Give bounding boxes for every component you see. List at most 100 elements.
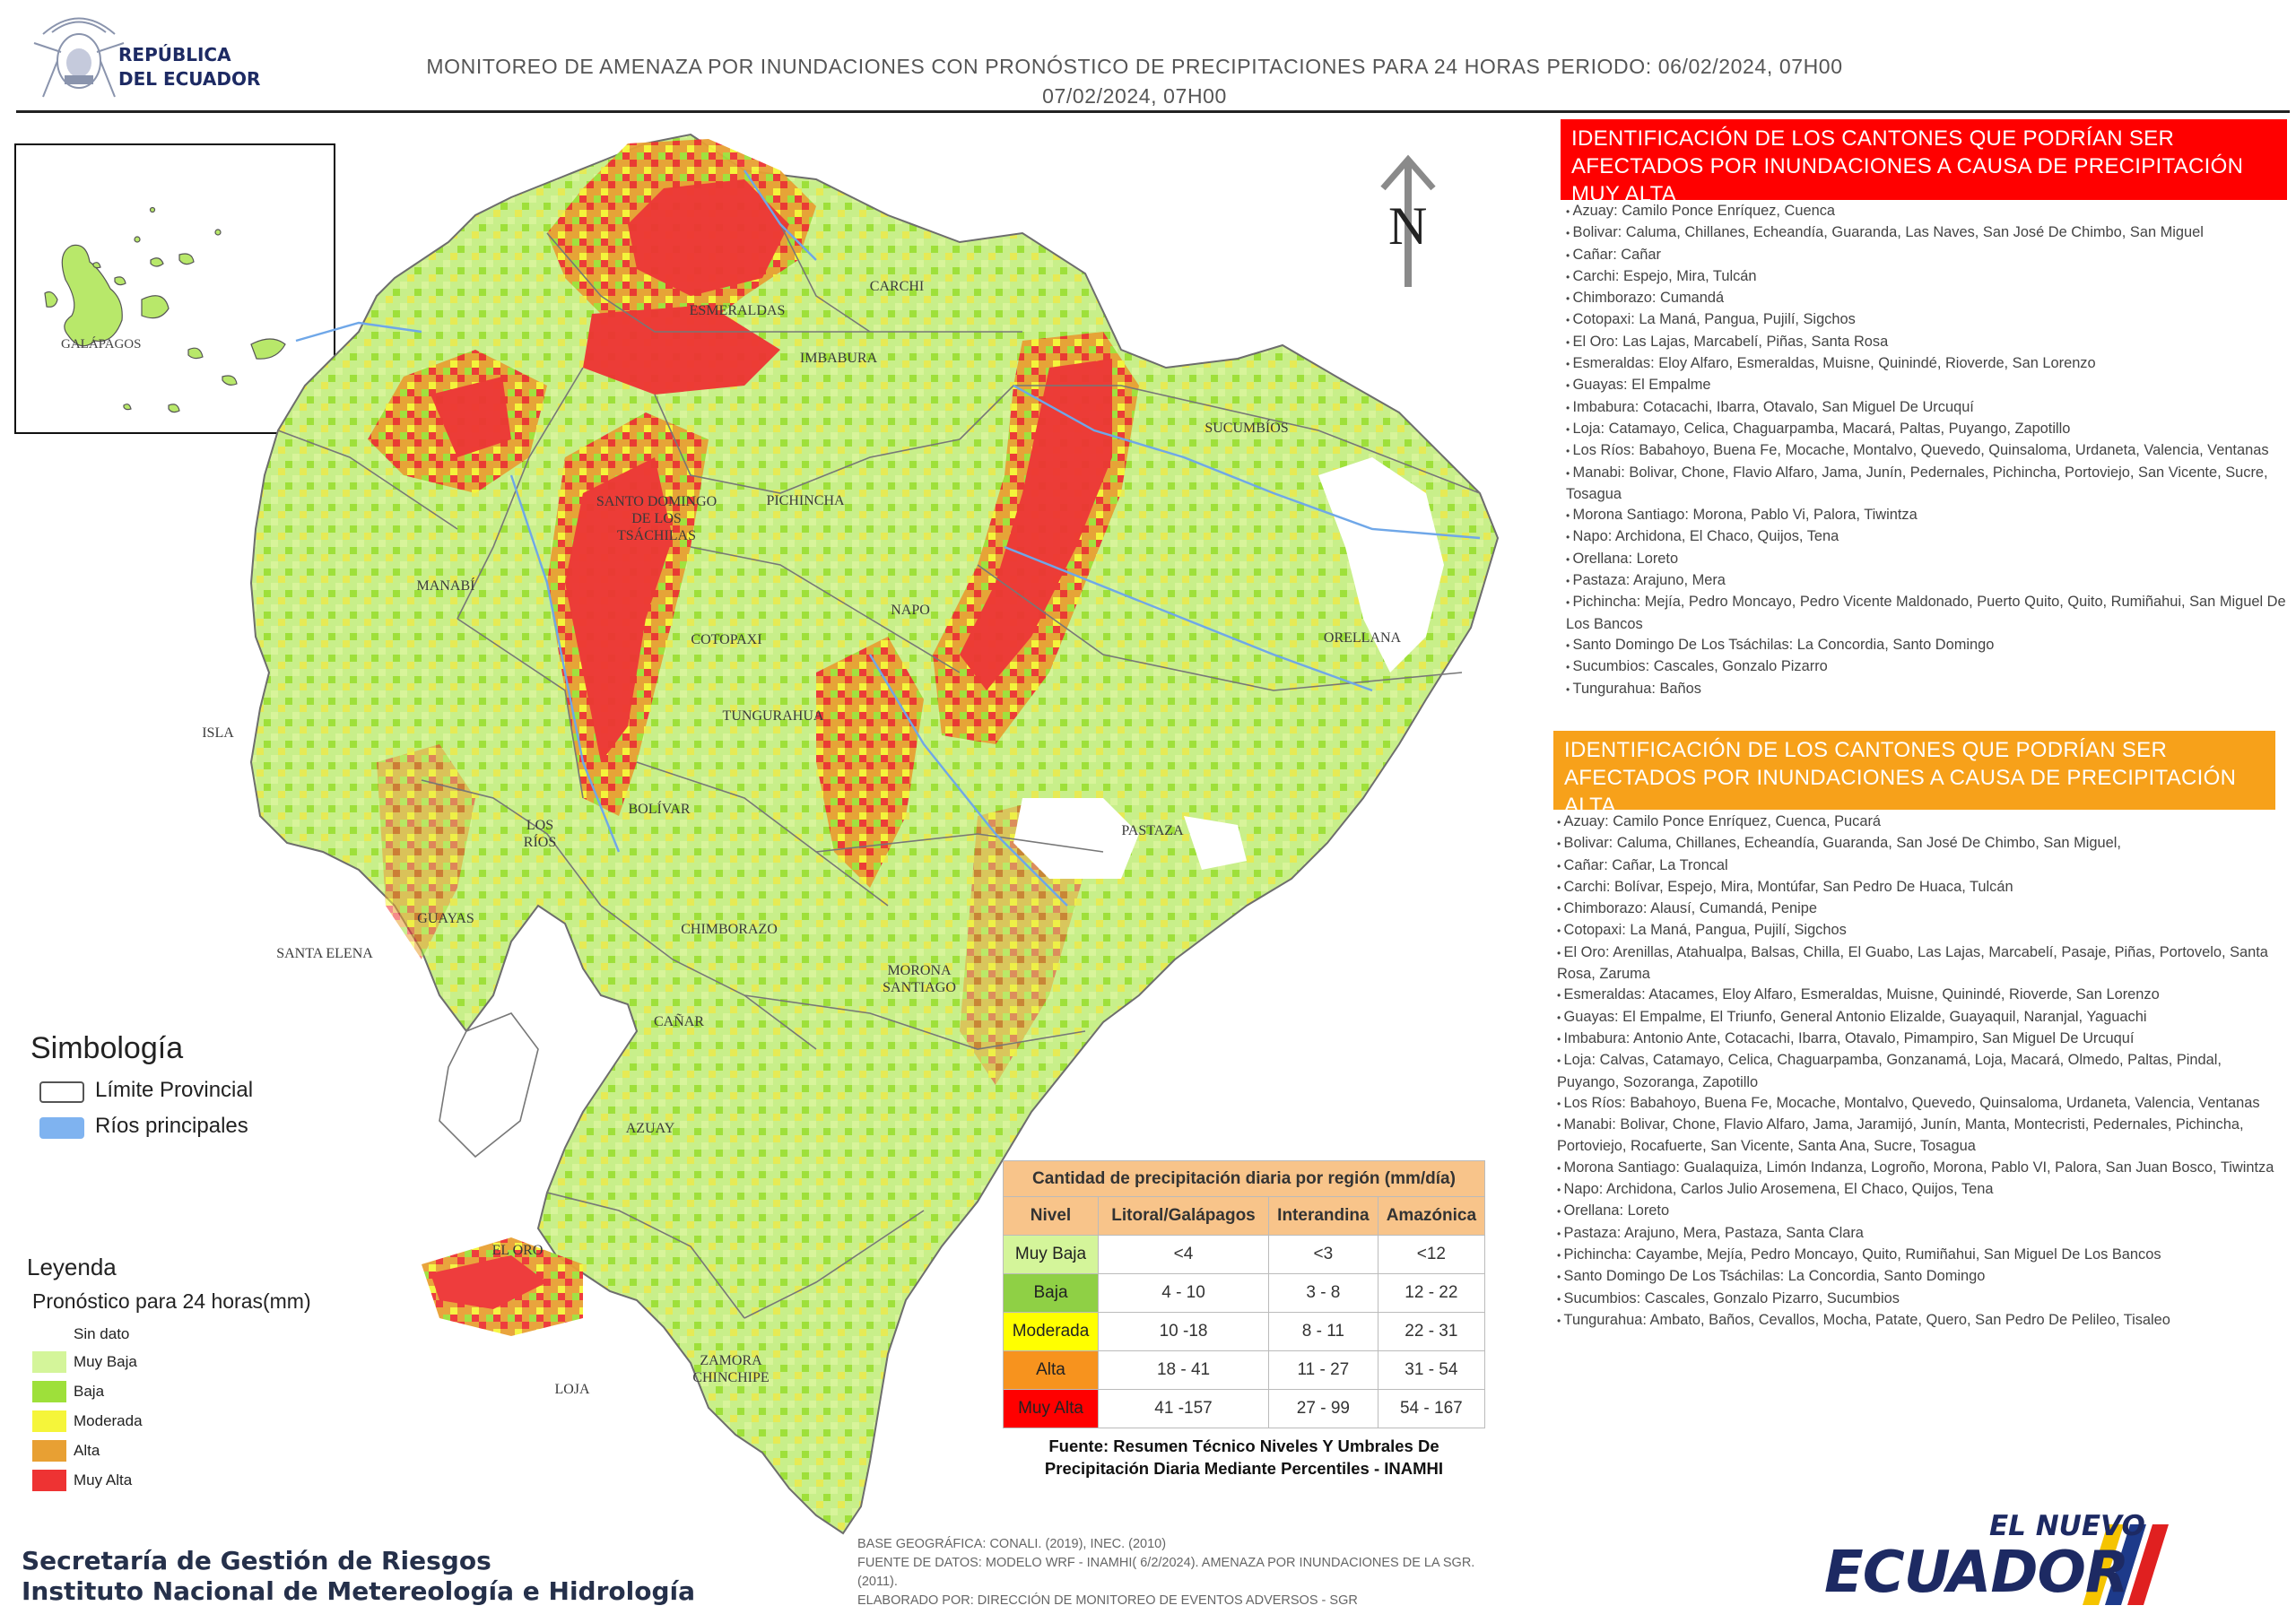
province-label-zamora: ZAMORA CHINCHIPE: [692, 1353, 770, 1385]
table-source-note: Fuente: Resumen Técnico Niveles Y Umbral…: [1044, 1436, 1444, 1478]
table-row: Baja 4 - 10 3 - 8 12 - 22: [1003, 1273, 1486, 1313]
list-item: Sucumbios: Cascales, Gonzalo Pizarro, Su…: [1557, 1289, 2283, 1310]
list-item: Napo: Archidona, El Chaco, Quijos, Tena: [1566, 526, 2292, 548]
north-arrow-icon: [1380, 154, 1436, 287]
brand-name: ECUADOR: [1824, 1540, 2129, 1606]
table-header: Nivel: [1003, 1196, 1099, 1236]
legend-label: Sin dato: [74, 1325, 130, 1342]
alta-cantons-list: Azuay: Camilo Ponce Enríquez, Cuenca, Pu…: [1557, 812, 2283, 1332]
table-cell: 54 - 167: [1377, 1389, 1486, 1428]
list-item: Pastaza: Arajuno, Mera, Pastaza, Santa C…: [1557, 1223, 2283, 1245]
list-item: Orellana: Loreto: [1566, 549, 2292, 570]
list-item: Cotopaxi: La Maná, Pangua, Pujilí, Sigch…: [1557, 920, 2283, 942]
table-cell: <3: [1268, 1235, 1378, 1274]
legend-subtitle: Pronóstico para 24 horas(mm): [32, 1289, 311, 1313]
table-row: Muy Baja <4 <3 <12: [1003, 1235, 1486, 1274]
principal-rivers: [295, 169, 1481, 907]
province-label-tungurahua: TUNGURAHUA: [722, 708, 824, 724]
list-item: Pastaza: Arajuno, Mera: [1566, 570, 2292, 592]
table-cell: 27 - 99: [1268, 1389, 1378, 1428]
province-label-sucumbios: SUCUMBÍOS: [1205, 421, 1289, 436]
table-row: Muy Alta 41 -157 27 - 99 54 - 167: [1003, 1389, 1486, 1428]
province-label-loja: LOJA: [554, 1382, 590, 1397]
gulf-of-guayaquil: [439, 1012, 539, 1159]
level-cell: Alta: [1003, 1350, 1099, 1390]
table-cell: 22 - 31: [1377, 1312, 1486, 1351]
level-cell: Moderada: [1003, 1312, 1099, 1351]
sin-dato-zones: [1013, 457, 1444, 879]
level-cell: Muy Alta: [1003, 1389, 1099, 1428]
footer-sources: BASE GEOGRÁFICA: CONALI. (2019), INEC. (…: [857, 1537, 1475, 1608]
river-swatch: [39, 1117, 84, 1139]
list-item: Sucumbios: Cascales, Gonzalo Pizarro: [1566, 656, 2292, 678]
table-cell: 31 - 54: [1377, 1350, 1486, 1390]
legend-swatch: [32, 1440, 66, 1462]
logo-text: REPÚBLICA DEL ECUADOR: [118, 44, 261, 90]
ecuador-precipitation-map: [249, 133, 1500, 1535]
footer-organizations: Secretaría de Gestión de Riesgos Institu…: [22, 1546, 696, 1606]
list-item: Morona Santiago: Morona, Pablo Vi, Palor…: [1566, 505, 2292, 526]
list-item: Pichincha: Mejía, Pedro Moncayo, Pedro V…: [1566, 592, 2292, 635]
list-item: Cañar: Cañar, La Troncal: [1557, 855, 2283, 877]
list-item: Loja: Catamayo, Celica, Chaguarpamba, Ma…: [1566, 419, 2292, 440]
list-item: Chimborazo: Cumandá: [1566, 288, 2292, 309]
province-label-isla: ISLA: [202, 725, 234, 741]
province-label-el-oro: EL ORO: [491, 1243, 544, 1258]
legend-title: Leyenda: [27, 1254, 117, 1280]
list-item: Santo Domingo De Los Tsáchilas: La Conco…: [1566, 635, 2292, 656]
table-header: Interandina: [1268, 1196, 1378, 1236]
legend-swatch: [32, 1470, 66, 1491]
list-item: Loja: Calvas, Catamayo, Celica, Chaguarp…: [1557, 1050, 2283, 1093]
symbology-label: Ríos principales: [95, 1114, 248, 1138]
alta-cantons-title: IDENTIFICACIÓN DE LOS CANTONES QUE PODRÍ…: [1553, 731, 2275, 818]
list-item: Tungurahua: Ambato, Baños, Cevallos, Moc…: [1557, 1310, 2283, 1332]
el-nuevo-ecuador-logo: [2083, 1524, 2169, 1605]
level-cell: Muy Baja: [1003, 1235, 1099, 1274]
province-label-napo: NAPO: [891, 603, 930, 618]
province-label-los-rios: LOS RÍOS: [523, 818, 557, 850]
list-item: Orellana: Loreto: [1557, 1201, 2283, 1222]
list-item: Esmeraldas: Eloy Alfaro, Esmeraldas, Mui…: [1566, 353, 2292, 375]
legend-label: Baja: [74, 1383, 105, 1400]
muy-alta-cantons-list: Azuay: Camilo Ponce Enríquez, Cuenca Bol…: [1566, 201, 2292, 700]
table-row: Moderada 10 -18 8 - 11 22 - 31: [1003, 1312, 1486, 1351]
list-item: Esmeraldas: Atacames, Eloy Alfaro, Esmer…: [1557, 985, 2283, 1006]
list-item: Napo: Archidona, Carlos Julio Arosemena,…: [1557, 1179, 2283, 1201]
table-row: Alta 18 - 41 11 - 27 31 - 54: [1003, 1350, 1486, 1390]
list-item: Pichincha: Cayambe, Mejía, Pedro Moncayo…: [1557, 1245, 2283, 1266]
list-item: Guayas: El Empalme, El Triunfo, General …: [1557, 1007, 2283, 1028]
list-item: Carchi: Espejo, Mira, Tulcán: [1566, 266, 2292, 288]
list-item: Cotopaxi: La Maná, Pangua, Pujilí, Sigch…: [1566, 309, 2292, 331]
north-label: N: [1388, 196, 1428, 256]
list-item: Cañar: Cañar: [1566, 245, 2292, 266]
table-cell: 8 - 11: [1268, 1312, 1378, 1351]
province-label-canar: CAÑAR: [653, 1014, 705, 1029]
table-cell: 18 - 41: [1097, 1350, 1270, 1390]
list-item: Los Ríos: Babahoyo, Buena Fe, Mocache, M…: [1557, 1093, 2283, 1115]
boundary-swatch: [39, 1081, 84, 1103]
list-item: Santo Domingo De Los Tsáchilas: La Conco…: [1557, 1266, 2283, 1288]
galapagos-label: GALÁPAGOS: [61, 337, 142, 352]
table-cell: 41 -157: [1097, 1389, 1270, 1428]
list-item: Manabi: Bolivar, Chone, Flavio Alfaro, J…: [1566, 463, 2292, 506]
legend-swatch: [32, 1351, 66, 1373]
province-label-chimborazo: CHIMBORAZO: [681, 922, 778, 937]
symbology-label: Límite Provincial: [95, 1078, 254, 1102]
province-label-bolivar: BOLÍVAR: [628, 802, 691, 817]
legend-label: Alta: [74, 1442, 100, 1459]
galapagos-islands-shapes: [44, 206, 286, 413]
list-item: Los Ríos: Babahoyo, Buena Fe, Mocache, M…: [1566, 440, 2292, 462]
brand-tagline: EL NUEVO: [1989, 1510, 2145, 1542]
table-caption: Cantidad de precipitación diaria por reg…: [1003, 1160, 1485, 1197]
table-cell: <12: [1377, 1235, 1486, 1274]
list-item: Bolivar: Caluma, Chillanes, Echeandía, G…: [1557, 833, 2283, 855]
province-label-azuay: AZUAY: [625, 1121, 675, 1136]
coat-of-arms-logo: [33, 17, 125, 98]
table-cell: 11 - 27: [1268, 1350, 1378, 1390]
table-cell: 3 - 8: [1268, 1273, 1378, 1313]
table-cell: <4: [1097, 1235, 1270, 1274]
list-item: Carchi: Bolívar, Espejo, Mira, Montúfar,…: [1557, 877, 2283, 898]
legend-label: Muy Alta: [74, 1471, 133, 1488]
list-item: Imbabura: Antonio Ante, Cotacachi, Ibarr…: [1557, 1028, 2283, 1050]
province-label-guayas: GUAYAS: [417, 911, 474, 926]
